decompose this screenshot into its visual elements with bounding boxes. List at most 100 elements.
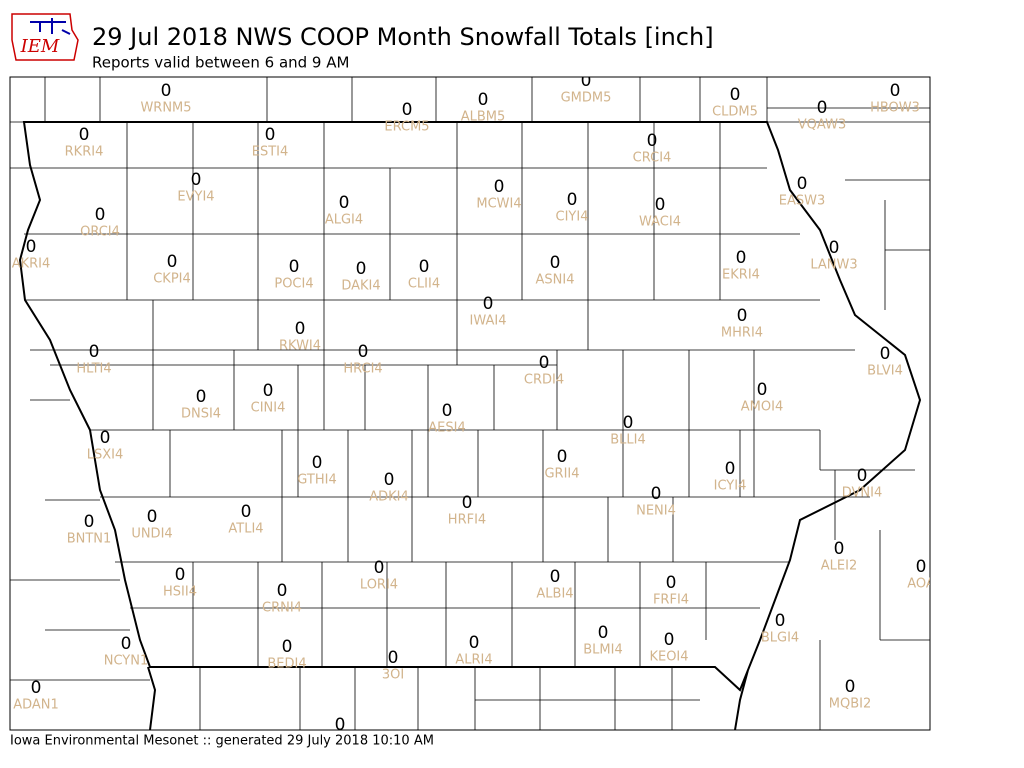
station-label: MQBI2: [829, 697, 871, 712]
station-value: 0: [121, 634, 132, 654]
map-frame: [9, 76, 931, 731]
station-label: ADAN1: [13, 698, 59, 713]
station-value: 0: [295, 319, 306, 339]
station-label: AESI4: [428, 421, 465, 436]
station-label: HSII4: [163, 585, 197, 600]
station-value: 0: [79, 125, 90, 145]
station-label: HRCI4: [343, 362, 382, 377]
station-value: 0: [737, 306, 748, 326]
station-value: 0: [402, 100, 413, 120]
station-label: ADKI4: [369, 490, 409, 505]
station-label: ALBI4: [536, 587, 573, 602]
station-label: GMDM5: [561, 91, 612, 106]
station-label: NENI4: [636, 504, 676, 519]
station-label: 3OI: [382, 668, 404, 683]
station-value: 0: [664, 630, 675, 650]
station-label: HRFI4: [448, 513, 486, 528]
station-value: 0: [265, 125, 276, 145]
station-label: MCWI4: [476, 197, 521, 212]
station-label: ERCM5: [384, 120, 429, 135]
station-label: BLMI4: [583, 643, 622, 658]
station-value: 0: [647, 131, 658, 151]
station-label: CINI4: [251, 401, 286, 416]
station-value: 0: [880, 344, 891, 364]
station-value: 0: [84, 512, 95, 532]
station-value: 0: [890, 81, 901, 101]
station-label: CKPI4: [153, 272, 191, 287]
station-label: AKRI4: [12, 257, 51, 272]
station-label: AMOI4: [741, 400, 783, 415]
station-label: BLLI4: [610, 433, 646, 448]
state-border: [18, 121, 922, 730]
station-label: ALRI4: [455, 653, 492, 668]
station-label: BEDI4: [267, 657, 306, 672]
station-value: 0: [567, 190, 578, 210]
station-label: CRNI4: [262, 601, 302, 616]
station-label: VQAW3: [798, 118, 846, 133]
station-label: CLII4: [408, 277, 440, 292]
station-label: ALBM5: [461, 110, 506, 125]
station-value: 0: [736, 248, 747, 268]
station-value: 0: [539, 353, 550, 373]
station-label: DNSI4: [181, 407, 221, 422]
station-value: 0: [845, 677, 856, 697]
station-label: RKRI4: [65, 145, 104, 160]
station-value: 0: [339, 193, 350, 213]
station-value: 0: [829, 238, 840, 258]
station-label: BLGI4: [761, 631, 799, 646]
station-label: ALEI2: [821, 559, 857, 574]
station-label: FRFI4: [653, 593, 689, 608]
station-label: AOA: [907, 577, 935, 592]
station-value: 0: [196, 387, 207, 407]
station-value: 0: [725, 459, 736, 479]
station-label: UNDI4: [131, 527, 172, 542]
station-value: 0: [147, 507, 158, 527]
station-value: 0: [335, 715, 346, 735]
station-value: 0: [655, 195, 666, 215]
station-label: LSXI4: [87, 448, 124, 463]
station-value: 0: [263, 381, 274, 401]
station-value: 0: [834, 539, 845, 559]
station-value: 0: [277, 581, 288, 601]
station-value: 0: [388, 648, 399, 668]
station-value: 0: [356, 259, 367, 279]
station-label: EVYI4: [177, 190, 214, 205]
station-label: ASNI4: [536, 273, 575, 288]
station-value: 0: [442, 401, 453, 421]
station-value: 0: [374, 558, 385, 578]
station-label: CIYI4: [556, 210, 589, 225]
station-value: 0: [916, 557, 927, 577]
station-label: GTHI4: [297, 473, 336, 488]
station-label: POCI4: [274, 277, 313, 292]
station-value: 0: [581, 71, 592, 91]
station-label: IWAI4: [470, 314, 507, 329]
station-label: HBOW3: [870, 101, 920, 116]
station-value: 0: [241, 502, 252, 522]
station-label: CLDM5: [712, 105, 758, 120]
station-value: 0: [469, 633, 480, 653]
station-label: WRNM5: [140, 101, 191, 116]
title: 29 Jul 2018 NWS COOP Month Snowfall Tota…: [92, 23, 714, 51]
station-label: MHRI4: [721, 326, 763, 341]
station-value: 0: [550, 253, 561, 273]
station-label: EKRI4: [722, 268, 760, 283]
station-value: 0: [757, 380, 768, 400]
station-value: 0: [282, 637, 293, 657]
station-value: 0: [857, 466, 868, 486]
station-value: 0: [89, 342, 100, 362]
station-value: 0: [31, 678, 42, 698]
station-value: 0: [478, 90, 489, 110]
station-value: 0: [100, 428, 111, 448]
station-label: NCYN1: [104, 654, 149, 669]
station-value: 0: [161, 81, 172, 101]
subtitle: Reports valid between 6 and 9 AM: [92, 54, 349, 72]
station-value: 0: [95, 205, 106, 225]
station-value: 0: [419, 257, 430, 277]
station-value: 0: [191, 170, 202, 190]
station-label: KEOI4: [649, 650, 688, 665]
station-label: LANW3: [810, 258, 857, 273]
station-label: ORCI4: [80, 225, 120, 240]
station-value: 0: [797, 174, 808, 194]
